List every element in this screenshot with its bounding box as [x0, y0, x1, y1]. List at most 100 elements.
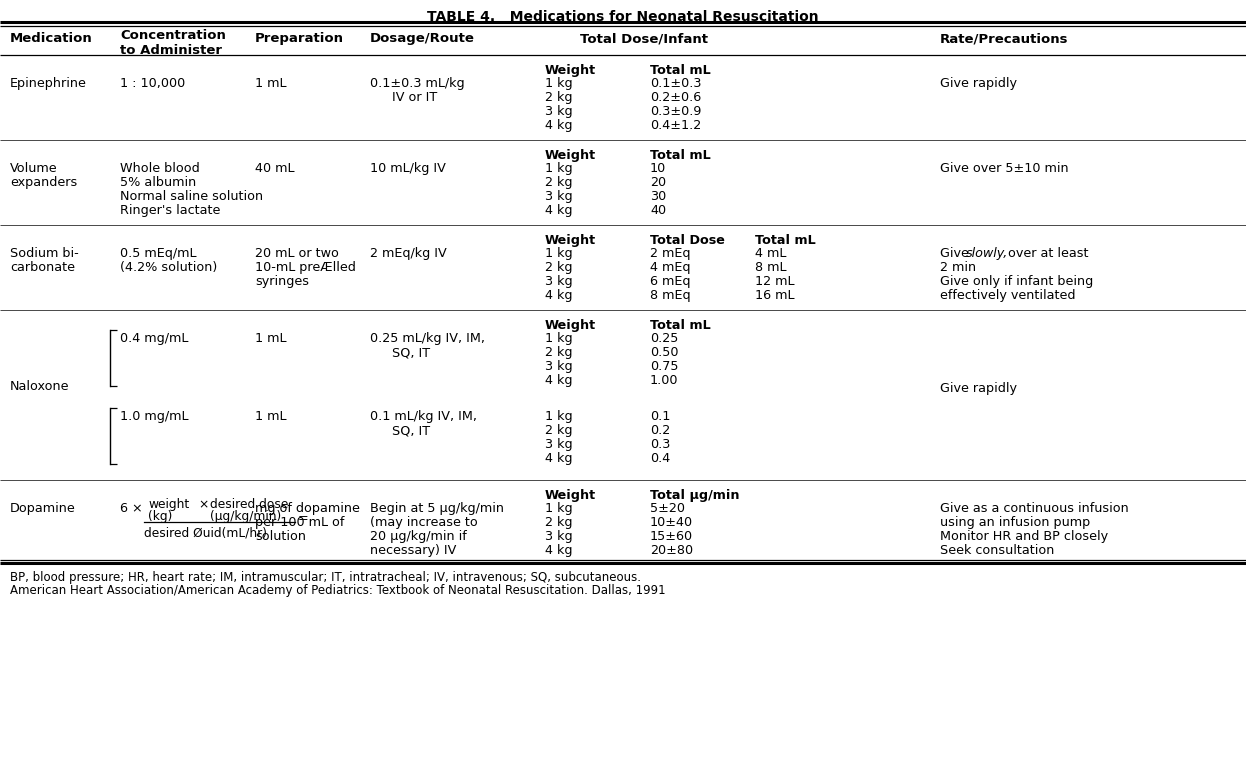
Text: 2 kg: 2 kg: [545, 261, 572, 274]
Text: 0.3±0.9: 0.3±0.9: [650, 105, 701, 118]
Text: Give as a continuous infusion: Give as a continuous infusion: [939, 502, 1129, 515]
Text: 4 kg: 4 kg: [545, 119, 572, 132]
Text: solution: solution: [255, 530, 307, 543]
Text: (kg): (kg): [148, 510, 172, 523]
Text: 1 kg: 1 kg: [545, 77, 573, 90]
Text: Sodium bi-: Sodium bi-: [10, 247, 78, 260]
Text: 0.2: 0.2: [650, 424, 670, 437]
Text: 0.25: 0.25: [650, 332, 678, 345]
Text: 3 kg: 3 kg: [545, 275, 573, 288]
Text: necessary) IV: necessary) IV: [370, 544, 456, 557]
Text: 0.1 mL/kg IV, IM,: 0.1 mL/kg IV, IM,: [370, 410, 477, 423]
Text: SQ, IT: SQ, IT: [392, 346, 430, 359]
Text: Total mL: Total mL: [650, 149, 710, 162]
Text: 4 kg: 4 kg: [545, 289, 572, 302]
Text: 6 mEq: 6 mEq: [650, 275, 690, 288]
Text: 0.1±0.3: 0.1±0.3: [650, 77, 701, 90]
Text: Dopamine: Dopamine: [10, 502, 76, 515]
Text: Whole blood: Whole blood: [120, 162, 199, 175]
Text: 1 kg: 1 kg: [545, 502, 573, 515]
Text: 1 kg: 1 kg: [545, 332, 573, 345]
Text: Seek consultation: Seek consultation: [939, 544, 1054, 557]
Text: 3 kg: 3 kg: [545, 438, 573, 451]
Text: Epinephrine: Epinephrine: [10, 77, 87, 90]
Text: Weight: Weight: [545, 64, 596, 77]
Text: 3 kg: 3 kg: [545, 105, 573, 118]
Text: SQ, IT: SQ, IT: [392, 424, 430, 437]
Text: 15±60: 15±60: [650, 530, 693, 543]
Text: 0.4 mg/mL: 0.4 mg/mL: [120, 332, 188, 345]
Text: 16 mL: 16 mL: [755, 289, 795, 302]
Text: BP, blood pressure; HR, heart rate; IM, intramuscular; IT, intratracheal; IV, in: BP, blood pressure; HR, heart rate; IM, …: [10, 571, 640, 584]
Text: 3 kg: 3 kg: [545, 530, 573, 543]
Text: 1 kg: 1 kg: [545, 410, 573, 423]
Text: Medication: Medication: [10, 32, 92, 45]
Text: Weight: Weight: [545, 149, 596, 162]
Text: 4 kg: 4 kg: [545, 374, 572, 387]
Text: 4 mL: 4 mL: [755, 247, 786, 260]
Text: 0.2±0.6: 0.2±0.6: [650, 91, 701, 104]
Text: 2 min: 2 min: [939, 261, 976, 274]
Text: Begin at 5 μg/kg/min: Begin at 5 μg/kg/min: [370, 502, 503, 515]
Text: 4 kg: 4 kg: [545, 452, 572, 465]
Text: 20 mL or two: 20 mL or two: [255, 247, 339, 260]
Text: Total Dose: Total Dose: [650, 234, 725, 247]
Text: 1 mL: 1 mL: [255, 77, 287, 90]
Text: Weight: Weight: [545, 234, 596, 247]
Text: American Heart Association/American Academy of Pediatrics: Textbook of Neonatal : American Heart Association/American Acad…: [10, 584, 665, 597]
Text: =: =: [298, 512, 309, 525]
Text: 4 mEq: 4 mEq: [650, 261, 690, 274]
Text: Weight: Weight: [545, 489, 596, 502]
Text: Dosage/Route: Dosage/Route: [370, 32, 475, 45]
Text: 20±80: 20±80: [650, 544, 693, 557]
Text: Weight: Weight: [545, 319, 596, 332]
Text: 0.75: 0.75: [650, 360, 679, 373]
Text: 40: 40: [650, 204, 667, 217]
Text: 2 kg: 2 kg: [545, 346, 572, 359]
Text: 0.4: 0.4: [650, 452, 670, 465]
Text: Monitor HR and BP closely: Monitor HR and BP closely: [939, 530, 1108, 543]
Text: 2 kg: 2 kg: [545, 424, 572, 437]
Text: 4 kg: 4 kg: [545, 544, 572, 557]
Text: slowly,: slowly,: [966, 247, 1008, 260]
Text: Give rapidly: Give rapidly: [939, 77, 1017, 90]
Text: weight: weight: [148, 498, 189, 511]
Text: 1 mL: 1 mL: [255, 410, 287, 423]
Text: 2 kg: 2 kg: [545, 516, 572, 529]
Text: 2 kg: 2 kg: [545, 91, 572, 104]
Text: 0.3: 0.3: [650, 438, 670, 451]
Text: carbonate: carbonate: [10, 261, 75, 274]
Text: 1.00: 1.00: [650, 374, 679, 387]
Text: Total Dose/Infant: Total Dose/Infant: [579, 32, 708, 45]
Text: 3 kg: 3 kg: [545, 190, 573, 203]
Text: 10-mL preÆlled: 10-mL preÆlled: [255, 261, 356, 274]
Text: 20: 20: [650, 176, 667, 189]
Text: 1 mL: 1 mL: [255, 332, 287, 345]
Text: 8 mL: 8 mL: [755, 261, 786, 274]
Text: Volume: Volume: [10, 162, 57, 175]
Text: Concentration
to Administer: Concentration to Administer: [120, 29, 226, 57]
Text: (may increase to: (may increase to: [370, 516, 477, 529]
Text: 40 mL: 40 mL: [255, 162, 294, 175]
Text: effectively ventilated: effectively ventilated: [939, 289, 1075, 302]
Text: 8 mEq: 8 mEq: [650, 289, 690, 302]
Text: Naloxone: Naloxone: [10, 380, 70, 393]
Text: 2 mEq: 2 mEq: [650, 247, 690, 260]
Text: 0.25 mL/kg IV, IM,: 0.25 mL/kg IV, IM,: [370, 332, 485, 345]
Text: 1.0 mg/mL: 1.0 mg/mL: [120, 410, 188, 423]
Text: 1 : 10,000: 1 : 10,000: [120, 77, 186, 90]
Text: ×: ×: [198, 498, 208, 511]
Text: 1 kg: 1 kg: [545, 247, 573, 260]
Text: Give over 5±10 min: Give over 5±10 min: [939, 162, 1069, 175]
Text: 12 mL: 12 mL: [755, 275, 795, 288]
Text: Normal saline solution: Normal saline solution: [120, 190, 263, 203]
Text: 10: 10: [650, 162, 667, 175]
Text: 4 kg: 4 kg: [545, 204, 572, 217]
Text: Give rapidly: Give rapidly: [939, 382, 1017, 395]
Text: 2 mEq/kg IV: 2 mEq/kg IV: [370, 247, 447, 260]
Text: 0.1: 0.1: [650, 410, 670, 423]
Text: 10±40: 10±40: [650, 516, 693, 529]
Text: (4.2% solution): (4.2% solution): [120, 261, 217, 274]
Text: 30: 30: [650, 190, 667, 203]
Text: Total μg/min: Total μg/min: [650, 489, 739, 502]
